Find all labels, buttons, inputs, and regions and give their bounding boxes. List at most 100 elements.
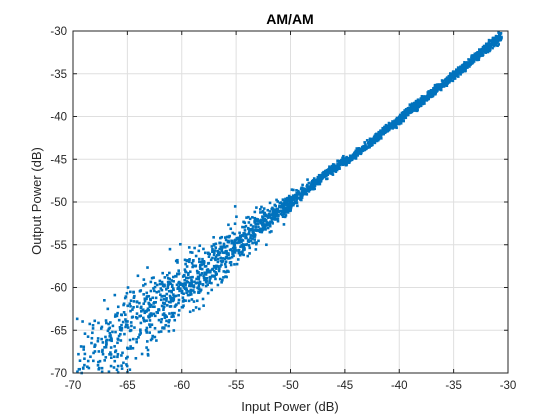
data-point — [269, 220, 272, 224]
data-point — [272, 208, 276, 212]
data-point — [305, 189, 309, 193]
data-point — [300, 192, 303, 196]
data-point — [181, 284, 185, 288]
data-point — [206, 270, 210, 274]
data-point — [185, 276, 188, 280]
data-point — [235, 215, 238, 219]
data-point — [338, 162, 342, 166]
data-point — [349, 156, 352, 160]
data-point — [232, 242, 236, 246]
data-point — [259, 211, 262, 214]
data-point — [169, 282, 172, 286]
data-point — [132, 300, 136, 303]
data-point — [199, 267, 202, 270]
data-point — [171, 296, 175, 300]
data-point — [101, 348, 104, 352]
data-point — [206, 251, 210, 255]
data-point — [89, 355, 92, 359]
data-point — [275, 207, 279, 211]
data-point — [432, 92, 436, 96]
data-point — [247, 240, 251, 244]
data-point — [224, 238, 228, 242]
data-point — [93, 350, 97, 353]
data-point — [237, 250, 241, 254]
data-point — [490, 39, 494, 42]
data-point — [446, 77, 450, 80]
data-point — [192, 285, 196, 289]
data-point — [245, 233, 248, 236]
data-point — [390, 122, 393, 126]
data-point — [96, 337, 100, 340]
data-point — [205, 271, 208, 275]
data-point — [116, 338, 120, 341]
data-point — [261, 210, 265, 213]
data-point — [151, 305, 154, 308]
data-point — [497, 43, 501, 46]
data-point — [283, 215, 287, 219]
data-point — [208, 252, 212, 256]
data-point — [191, 275, 194, 279]
data-point — [235, 236, 239, 240]
data-point — [487, 38, 491, 42]
data-point — [231, 249, 234, 253]
data-point — [77, 352, 80, 356]
data-point — [166, 277, 170, 280]
data-point — [384, 124, 388, 127]
data-point — [323, 170, 327, 173]
data-point — [307, 181, 311, 185]
data-point — [135, 300, 139, 303]
data-point — [231, 231, 235, 235]
data-point — [155, 283, 159, 287]
data-point — [266, 215, 269, 218]
data-point — [283, 209, 286, 213]
data-point — [162, 306, 165, 309]
data-point — [486, 50, 490, 54]
data-point — [170, 279, 174, 282]
data-point — [279, 201, 283, 204]
data-point — [484, 46, 488, 50]
data-point — [247, 221, 251, 224]
data-point — [214, 255, 218, 259]
data-point — [142, 293, 145, 296]
data-point — [202, 260, 206, 263]
data-point — [172, 298, 175, 302]
data-point — [212, 243, 216, 246]
data-point — [329, 169, 332, 172]
data-point — [381, 132, 385, 135]
data-point — [246, 226, 250, 230]
data-point — [160, 304, 164, 308]
data-point — [257, 225, 260, 229]
data-point — [278, 205, 282, 209]
data-point — [445, 84, 449, 87]
data-point — [148, 325, 152, 329]
data-point — [400, 111, 404, 115]
data-point — [116, 364, 120, 368]
data-point — [83, 352, 87, 356]
data-point — [199, 288, 203, 292]
data-point — [316, 178, 320, 182]
data-point — [225, 275, 228, 279]
data-point — [159, 320, 163, 324]
data-point — [181, 296, 185, 300]
data-point — [494, 36, 497, 40]
data-point — [289, 206, 292, 210]
data-point — [419, 101, 423, 104]
data-point — [253, 210, 257, 214]
data-point — [408, 110, 411, 113]
data-point — [301, 183, 304, 187]
data-point — [147, 315, 150, 318]
data-point — [104, 335, 107, 339]
data-point — [260, 205, 263, 209]
data-point — [129, 347, 132, 350]
data-point — [492, 44, 496, 48]
data-point — [177, 294, 181, 297]
data-point — [275, 198, 278, 202]
data-point — [266, 208, 270, 212]
data-point — [157, 290, 161, 293]
data-point — [101, 341, 105, 344]
data-point — [156, 311, 160, 315]
data-point — [308, 185, 312, 189]
data-point — [176, 261, 179, 264]
data-point — [188, 293, 192, 297]
data-point — [180, 291, 184, 295]
